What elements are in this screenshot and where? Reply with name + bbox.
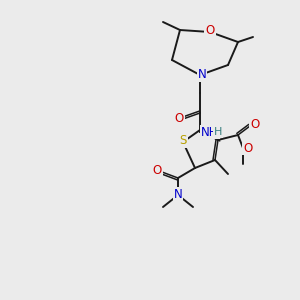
Text: O: O [174, 112, 184, 125]
Text: O: O [250, 118, 260, 131]
Text: N: N [174, 188, 182, 200]
Text: H: H [214, 127, 222, 137]
Text: S: S [179, 134, 187, 148]
Text: O: O [243, 142, 253, 154]
Text: NH: NH [201, 125, 219, 139]
Text: O: O [206, 25, 214, 38]
Text: N: N [198, 68, 206, 82]
Text: O: O [152, 164, 162, 178]
